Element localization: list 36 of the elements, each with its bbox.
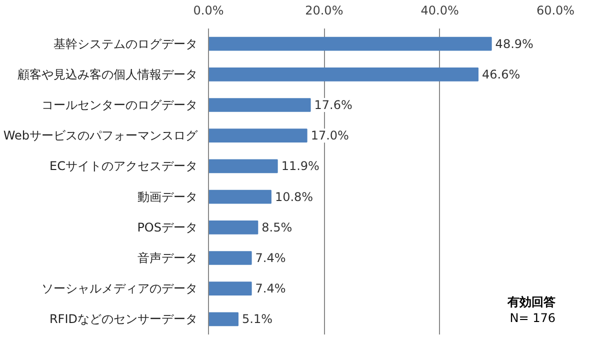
bar [208, 159, 278, 174]
bar [208, 251, 252, 265]
y-tick-label: 音声データ [138, 251, 198, 265]
y-tick-label: 動画データ [138, 190, 198, 204]
bar [208, 220, 258, 234]
bar [208, 190, 272, 204]
y-tick-label: コールセンターのログデータ [42, 98, 198, 112]
y-tick-label: 顧客や見込み客の個人情報データ [18, 67, 198, 82]
y-tick-label: POSデータ [137, 220, 198, 234]
bar [208, 98, 311, 112]
bar [208, 312, 238, 326]
y-tick-label: ソーシャルメディアのデータ [42, 282, 198, 296]
y-tick-label: Webサービスのパフォーマンスログ [3, 128, 198, 143]
annotation: N= 176 [510, 311, 556, 326]
y-tick-label: 基幹システムのログデータ [54, 36, 198, 51]
data-label: 8.5% [262, 220, 292, 234]
bar [208, 128, 308, 143]
x-tick-label: 0.0% [193, 4, 224, 18]
y-tick-label: ECサイトのアクセスデータ [50, 159, 198, 174]
y-tick-label: RFIDなどのセンサーデータ [49, 312, 198, 326]
data-label: 48.9% [495, 36, 534, 51]
x-tick-label: 60.0% [536, 4, 575, 18]
data-label: 7.4% [255, 282, 286, 296]
data-label: 17.6% [314, 98, 352, 112]
bar [208, 36, 492, 51]
annotation: 有効回答 [506, 295, 556, 310]
data-label: 10.8% [274, 190, 314, 204]
bar [208, 282, 252, 296]
data-label: 17.0% [310, 128, 349, 143]
data-label: 5.1% [242, 312, 272, 326]
x-tick-label: 20.0% [305, 4, 344, 18]
data-label: 7.4% [255, 251, 286, 265]
x-tick-label: 40.0% [420, 4, 459, 18]
data-label: 11.9% [281, 159, 320, 174]
data-label: 46.6% [482, 67, 520, 82]
bar [208, 67, 479, 82]
